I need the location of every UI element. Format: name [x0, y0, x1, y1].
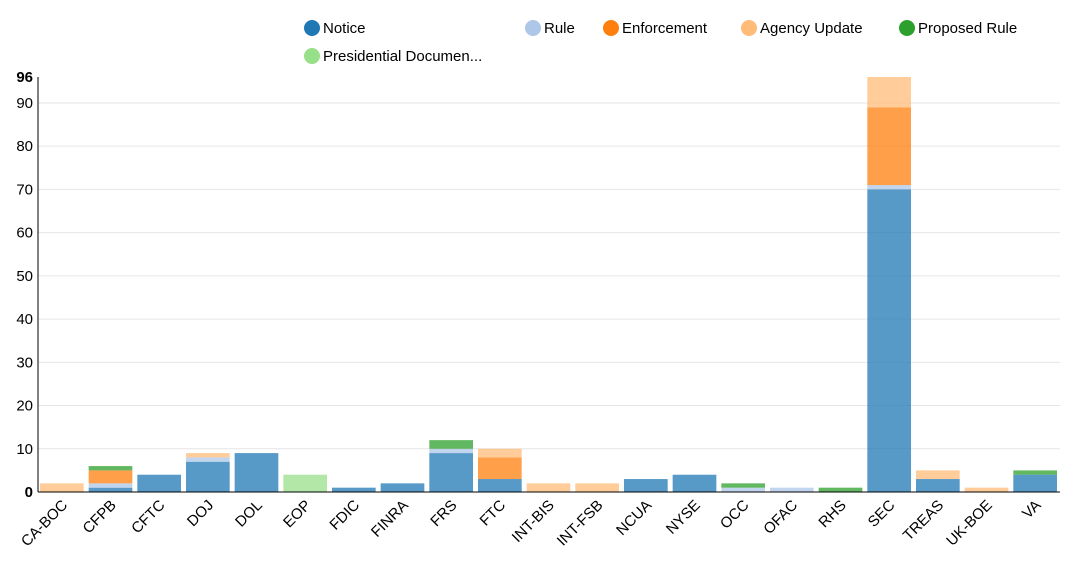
bar-segment[interactable] — [818, 487, 863, 492]
x-tick-label: VA — [1019, 497, 1044, 522]
y-tick-label: 90 — [16, 95, 33, 112]
bar-segment[interactable] — [88, 466, 133, 471]
legend-label: Rule — [544, 20, 575, 37]
chart-legend: Notice Rule Enforcement Agency Update Propos… — [304, 20, 1017, 65]
legend-item[interactable]: Rule — [525, 20, 575, 37]
bar-segment[interactable] — [721, 487, 765, 492]
grid-lines — [38, 102, 1060, 450]
legend-item[interactable]: Notice — [304, 20, 366, 37]
bar-segment[interactable] — [234, 453, 279, 492]
x-tick-label: OCC — [717, 497, 753, 533]
bar-segment[interactable] — [186, 453, 230, 458]
legend-item[interactable]: Presidential Documen... — [304, 48, 482, 65]
bar-segment[interactable] — [867, 107, 911, 186]
x-tick-label: FDIC — [326, 497, 363, 534]
x-axis: CA-BOC CFPB CFTC DOJ DOL EOP FDIC FINRA FRS FTC IN… — [18, 491, 1060, 550]
bar-segment[interactable] — [380, 483, 425, 492]
legend-swatch — [899, 20, 915, 36]
y-tick-label: 40 — [16, 311, 33, 328]
bar-segment[interactable] — [88, 483, 133, 488]
x-tick-label: DOJ — [184, 497, 217, 530]
bar-segment[interactable] — [672, 474, 717, 492]
legend-item[interactable]: Agency Update — [741, 20, 863, 37]
x-tick-label: NYSE — [663, 497, 704, 538]
bar-segment[interactable] — [429, 453, 473, 492]
bar-segment[interactable] — [867, 185, 911, 190]
bar-segment[interactable] — [526, 483, 571, 492]
x-tick-label: UK-BOE — [943, 497, 996, 550]
x-tick-label: CA-BOC — [18, 497, 71, 550]
bar-segment[interactable] — [575, 483, 619, 492]
legend-swatch — [525, 20, 541, 36]
x-tick-label: CFPB — [80, 497, 120, 537]
y-tick-label: 60 — [16, 225, 33, 242]
x-tick-label: NCUA — [613, 497, 655, 539]
bar-segment[interactable] — [867, 77, 911, 108]
bar-segment[interactable] — [429, 448, 473, 454]
bar-segment[interactable] — [478, 457, 522, 480]
bar-segment[interactable] — [88, 470, 133, 484]
legend-label: Notice — [323, 20, 366, 37]
bar-segment[interactable] — [1013, 470, 1057, 475]
y-tick-label: 20 — [16, 398, 33, 415]
y-max-label: 96 — [16, 69, 33, 86]
bar-segment[interactable] — [964, 487, 1009, 492]
y-axis: 0 10 20 30 40 50 60 70 80 90 96 — [16, 69, 39, 501]
y-tick-label: 0 — [25, 484, 33, 501]
legend-label: Presidential Documen... — [323, 48, 482, 65]
legend-swatch — [304, 48, 320, 64]
legend-label: Proposed Rule — [918, 20, 1017, 37]
x-tick-label: FRS — [427, 497, 460, 530]
x-tick-label: EOP — [280, 497, 314, 531]
legend-swatch — [741, 20, 757, 36]
x-tick-label: TREAS — [900, 497, 947, 544]
bar-segment[interactable] — [1013, 474, 1057, 492]
x-tick-label: FINRA — [368, 497, 412, 541]
bar-segment[interactable] — [40, 483, 84, 492]
bar-segment[interactable] — [429, 440, 473, 449]
x-tick-label: CFTC — [128, 497, 168, 537]
bar-segment[interactable] — [770, 487, 814, 492]
bar-segment[interactable] — [186, 457, 230, 462]
y-tick-label: 10 — [16, 441, 33, 458]
bar-segment[interactable] — [478, 448, 522, 458]
y-tick-label: 50 — [16, 268, 33, 285]
bar-segment[interactable] — [624, 479, 668, 492]
bar-segment[interactable] — [916, 479, 960, 492]
bar-segment[interactable] — [88, 487, 133, 492]
legend-item[interactable]: Proposed Rule — [899, 20, 1017, 37]
legend-swatch — [603, 20, 619, 36]
x-tick-label: FTC — [477, 497, 510, 530]
bar-segment[interactable] — [867, 189, 911, 493]
bar-segment[interactable] — [721, 483, 765, 488]
y-tick-label: 70 — [16, 181, 33, 198]
bar-segment[interactable] — [916, 470, 960, 480]
bars — [40, 77, 1057, 493]
x-tick-label: INT-FSB — [554, 497, 607, 550]
x-tick-label: INT-BIS — [509, 497, 558, 546]
bar-segment[interactable] — [137, 474, 181, 492]
legend-label: Agency Update — [760, 20, 863, 37]
y-tick-label: 30 — [16, 354, 33, 371]
legend-item[interactable]: Enforcement — [603, 20, 708, 37]
legend-swatch — [304, 20, 320, 36]
legend-label: Enforcement — [622, 20, 708, 37]
x-tick-label: RHS — [815, 497, 849, 531]
bar-segment[interactable] — [283, 474, 327, 492]
x-tick-label: OFAC — [760, 497, 801, 538]
bar-segment[interactable] — [332, 487, 376, 492]
bar-segment[interactable] — [186, 461, 230, 492]
x-tick-label: DOL — [232, 497, 266, 531]
x-tick-label: SEC — [865, 497, 899, 531]
bar-segment[interactable] — [478, 479, 522, 492]
y-tick-label: 80 — [16, 138, 33, 155]
